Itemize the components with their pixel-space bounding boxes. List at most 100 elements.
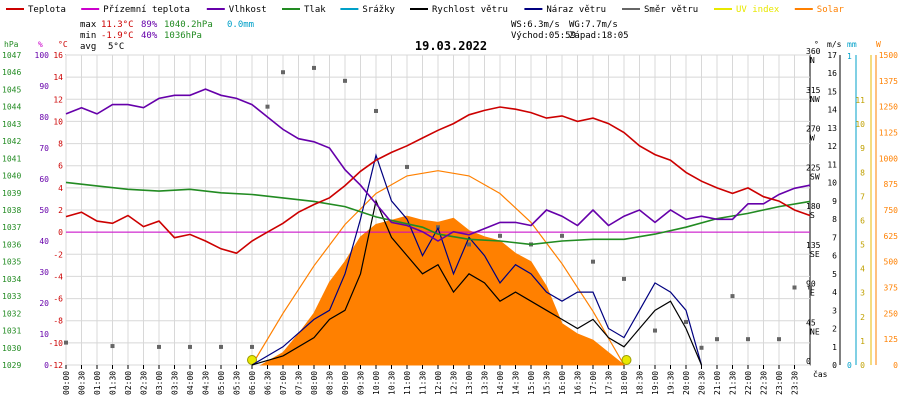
wind-tick-label: 14 — [827, 106, 837, 115]
solar-tick-label: 500 — [884, 258, 899, 267]
wind-tick-label: 2 — [832, 325, 837, 334]
solar-max-line — [251, 170, 625, 366]
humidity-line — [65, 88, 811, 242]
x-tick-label: 15:00 — [527, 371, 536, 395]
wind-tick-label: 11 — [827, 160, 837, 169]
temperature-tick-label: -4 — [53, 272, 63, 281]
stats-panel: max 11.3°C 89% 1040.2hPa 0.0mm min -1.9°… — [80, 20, 629, 52]
wind-direction-point — [265, 104, 270, 109]
wind-direction-point — [498, 233, 502, 238]
stats-min-press: 1036hPa — [164, 31, 202, 41]
solar-tick-label: 0 — [893, 361, 898, 370]
x-tick-label: 20:30 — [698, 371, 707, 395]
wind-tick-label: 15 — [827, 87, 837, 96]
temperature-tick-label: -6 — [53, 295, 63, 304]
uv-tick-label: 0 — [860, 361, 865, 370]
direction-compass-label: NW — [810, 95, 820, 104]
humidity-tick-label: 80 — [39, 113, 49, 122]
pressure-axis-title: hPa — [4, 40, 19, 49]
stats-avg-label: avg — [80, 42, 96, 52]
humidity-tick-label: 50 — [39, 206, 49, 215]
pressure-tick-label: 1035 — [2, 258, 21, 267]
wind-direction-point — [64, 340, 68, 345]
wind-direction-point — [699, 345, 704, 350]
wind-direction-point — [684, 319, 688, 324]
stats-max-press: 1040.2hPa — [164, 20, 213, 30]
wind-direction-point — [405, 164, 409, 169]
temperature-tick-label: -8 — [53, 317, 63, 326]
direction-compass-label: E — [810, 289, 815, 298]
wind-direction-point — [219, 344, 223, 349]
x-tick-label: 10:30 — [388, 371, 397, 395]
x-tick-label: 18:00 — [620, 371, 629, 395]
wind-direction-point — [110, 344, 115, 349]
x-tick-label: 11:00 — [403, 371, 412, 395]
solar-tick-label: 250 — [884, 309, 899, 318]
stats-wind-gust: WG:7.7m/s — [569, 20, 618, 30]
legend-label-uv-index: UV index — [736, 5, 780, 15]
x-tick-label: 16:00 — [558, 371, 567, 395]
wind-speed-line — [251, 198, 703, 366]
humidity-tick-label: 100 — [35, 51, 50, 60]
wind-direction-point — [730, 294, 735, 299]
pressure-tick-label: 1036 — [2, 240, 21, 249]
x-tick-label: 18:30 — [636, 371, 645, 395]
wind-direction-point — [715, 337, 719, 342]
solar-tick-label: 625 — [884, 232, 899, 241]
pressure-tick-label: 1029 — [2, 361, 21, 370]
temperature-tick-label: -10 — [49, 339, 64, 348]
temperature-tick-label: 4 — [58, 184, 63, 193]
pressure-tick-label: 1040 — [2, 172, 21, 181]
stats-avg-temp: 5°C — [108, 42, 124, 52]
x-tick-label: 19:30 — [667, 371, 676, 395]
temperature-tick-label: 2 — [58, 206, 63, 215]
temperature-tick-label: -2 — [53, 250, 63, 259]
x-tick-label: 19:00 — [651, 371, 660, 395]
x-tick-label: 12:00 — [434, 371, 443, 395]
humidity-tick-label: 30 — [39, 268, 49, 277]
sunset-marker — [621, 355, 632, 365]
direction-tick-label: 225 — [806, 163, 821, 172]
uv-tick-label: 11 — [855, 96, 865, 105]
wind-direction-point — [250, 344, 254, 349]
pressure-tick-label: 1044 — [2, 103, 21, 112]
stats-max-hum: 89% — [141, 20, 158, 30]
pressure-tick-label: 1046 — [2, 68, 21, 77]
direction-compass-label: N — [810, 56, 815, 65]
direction-compass-label: W — [810, 134, 815, 143]
direction-tick-label: 135 — [806, 241, 821, 250]
temperature-tick-label: 16 — [53, 51, 63, 60]
x-tick-label: 02:00 — [124, 371, 133, 395]
stats-wind-speed: WS:6.3m/s — [511, 20, 560, 30]
axes: 00:00 00:30 01:00 01:30 02:00 02:30 03:00 03:30… — [2, 40, 898, 395]
wind-direction-point — [374, 108, 378, 113]
uv-tick-label: 7 — [860, 192, 865, 201]
uv-tick-label: 10 — [855, 120, 865, 129]
stats-min-label: min — [80, 31, 96, 41]
direction-tick-label: 360 — [806, 47, 821, 56]
direction-compass-label: NE — [810, 327, 820, 336]
solar-tick-label: 1375 — [879, 77, 898, 86]
x-tick-label: 01:30 — [109, 371, 118, 395]
pressure-tick-label: 1038 — [2, 206, 21, 215]
x-tick-label: 06:30 — [264, 371, 273, 395]
direction-tick-label: 315 — [806, 86, 821, 95]
x-tick-label: 05:00 — [217, 371, 226, 395]
humidity-axis-title: % — [38, 40, 43, 49]
direction-compass-label: SE — [810, 250, 820, 259]
x-tick-label: 23:00 — [775, 371, 784, 395]
direction-tick-label: 45 — [806, 318, 816, 327]
pressure-tick-label: 1030 — [2, 344, 21, 353]
temperature-tick-label: 8 — [58, 140, 63, 149]
pressure-tick-label: 1043 — [2, 120, 21, 129]
solar-tick-label: 375 — [884, 284, 899, 293]
rain-tick-label: 1 — [847, 52, 852, 61]
x-tick-label: 22:30 — [760, 371, 769, 395]
temperature-line — [65, 106, 811, 255]
uv-tick-label: 5 — [860, 241, 865, 250]
stats-max-rain: 0.0mm — [227, 20, 254, 30]
x-axis-title: čas — [813, 369, 828, 379]
wind-direction-point — [157, 344, 161, 349]
pressure-tick-label: 1032 — [2, 309, 21, 318]
